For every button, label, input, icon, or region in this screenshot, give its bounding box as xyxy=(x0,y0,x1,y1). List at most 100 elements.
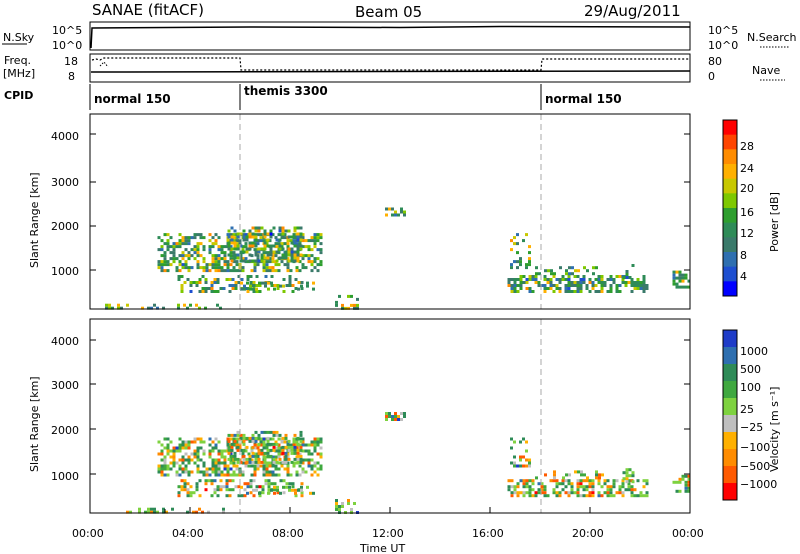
velocity-cell xyxy=(265,446,269,450)
power-cell xyxy=(319,233,323,237)
velocity-cell xyxy=(235,440,239,444)
power-cell xyxy=(612,278,616,281)
velocity-cell xyxy=(227,439,231,443)
power-cell xyxy=(618,284,622,287)
velocity-cell xyxy=(261,488,265,492)
velocity-cell xyxy=(266,454,270,458)
velocity-cell xyxy=(687,483,691,487)
velocity-cell xyxy=(266,439,270,443)
velocity-cell xyxy=(214,467,218,471)
velocity-colorbar: 1000 500 100 25 −25 −100 −500 −1000 Velo… xyxy=(722,329,781,501)
power-cell xyxy=(160,248,164,252)
velocity-colorbar-swatch xyxy=(723,364,737,382)
velocity-cell xyxy=(507,479,511,483)
power-cell xyxy=(184,242,188,246)
power-cell xyxy=(228,290,232,293)
velocity-cell xyxy=(169,461,173,465)
velocity-cell xyxy=(263,460,267,464)
power-cell xyxy=(290,235,294,239)
velocity-cell xyxy=(254,457,258,461)
velocity-cell xyxy=(178,473,182,477)
power-colorbar-swatch xyxy=(723,237,737,253)
vel-ytick-2000: 2000 xyxy=(51,424,79,437)
velocity-cell xyxy=(299,445,303,449)
velocity-cell xyxy=(309,491,312,495)
power-cell xyxy=(301,245,305,249)
velocity-cell xyxy=(163,464,167,468)
power-cell xyxy=(265,269,269,273)
power-cell xyxy=(283,242,287,246)
power-cell xyxy=(262,260,266,264)
vel-cbar-tick-25: 25 xyxy=(740,403,754,416)
velocity-cell xyxy=(301,467,305,471)
velocity-cell xyxy=(296,457,300,461)
power-cell xyxy=(296,247,300,251)
power-cell xyxy=(353,306,356,310)
velocity-cell xyxy=(597,494,601,498)
power-cell xyxy=(202,260,206,264)
power-cell xyxy=(687,285,691,289)
velocity-cell xyxy=(262,440,266,444)
power-cell xyxy=(316,269,320,273)
nsearch-label: N.Search xyxy=(747,31,797,44)
power-cell xyxy=(278,256,282,260)
power-cell xyxy=(237,281,241,284)
velocity-cell xyxy=(612,485,616,489)
power-cell xyxy=(528,275,532,278)
velocity-cell xyxy=(394,412,397,415)
velocity-cell xyxy=(236,433,240,437)
power-cell xyxy=(535,266,538,270)
power-cell xyxy=(276,284,280,287)
power-cell xyxy=(510,284,514,287)
power-cell xyxy=(244,245,248,249)
velocity-cell xyxy=(251,436,255,440)
velocity-cell xyxy=(335,505,338,508)
power-cell xyxy=(630,278,634,281)
velocity-cell xyxy=(220,455,224,459)
velocity-cell xyxy=(228,488,232,492)
power-cell xyxy=(528,263,531,267)
power-cell xyxy=(251,244,255,248)
velocity-cell xyxy=(262,464,266,468)
power-cell xyxy=(271,257,275,261)
power-cell xyxy=(166,248,170,252)
power-cell xyxy=(187,269,191,273)
velocity-cell xyxy=(684,486,688,490)
velocity-cell xyxy=(166,449,170,453)
velocity-cell xyxy=(350,508,353,511)
velocity-cell xyxy=(528,461,531,465)
velocity-cell xyxy=(240,485,243,489)
beam-label: Beam 05 xyxy=(355,3,422,21)
power-cell xyxy=(621,281,625,284)
power-cell xyxy=(624,284,628,287)
power-cell xyxy=(519,281,523,284)
power-cell xyxy=(239,259,243,263)
power-cell xyxy=(256,233,260,237)
velocity-cell xyxy=(385,415,388,418)
velocity-cell xyxy=(510,494,514,498)
velocity-cell xyxy=(301,440,305,444)
power-cell xyxy=(178,269,182,273)
velocity-cell xyxy=(214,470,218,474)
velocity-cell xyxy=(522,464,525,468)
velocity-cell xyxy=(293,445,297,449)
velocity-cell xyxy=(138,510,141,514)
power-cell xyxy=(622,276,626,279)
velocity-colorbar-swatches xyxy=(723,330,737,501)
power-cell xyxy=(296,238,300,242)
power-cell xyxy=(684,285,688,289)
power-cell xyxy=(199,236,203,240)
velocity-cell xyxy=(267,488,271,492)
power-cell xyxy=(568,272,571,276)
velocity-cell xyxy=(187,443,191,447)
velocity-cell xyxy=(570,488,574,492)
velocity-cell xyxy=(285,482,289,486)
velocity-cell xyxy=(251,451,255,455)
power-cell xyxy=(257,250,261,254)
power-cell xyxy=(274,242,278,246)
power-cell xyxy=(208,233,212,237)
velocity-cell xyxy=(219,488,223,492)
power-cell xyxy=(356,303,359,307)
power-cell xyxy=(236,235,240,239)
